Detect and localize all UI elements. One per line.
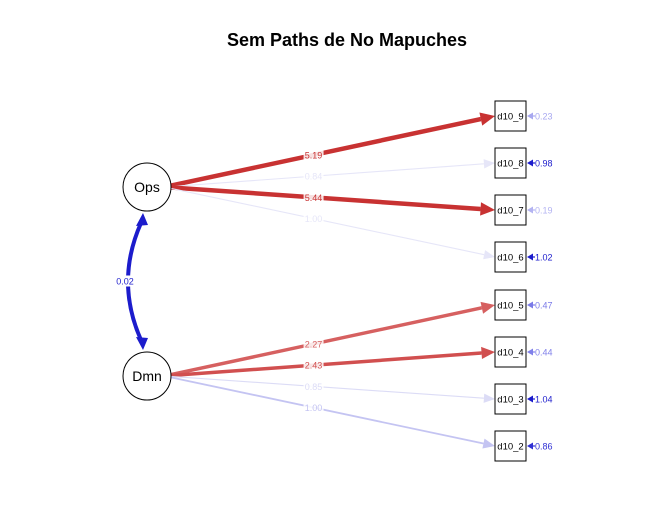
residual-label-d10_5: 0.47 (535, 301, 553, 311)
covariance-label: 0.02 (116, 277, 134, 287)
indicator-label-d10_9: d10_9 (497, 112, 523, 123)
loading-label-d10_5: 2.27 (305, 339, 323, 349)
loading-arrowhead-d10_2 (482, 438, 495, 449)
covariance-arrowhead-bottom (136, 337, 148, 350)
residual-label-d10_8: 0.98 (535, 159, 553, 169)
indicator-label-d10_2: d10_2 (497, 442, 523, 453)
loading-arrowhead-d10_6 (483, 250, 495, 260)
residual-label-d10_3: 1.04 (535, 395, 553, 405)
residual-arrowhead-d10_6 (527, 253, 533, 261)
loading-label-bg (303, 402, 324, 413)
residual-arrowhead-d10_8 (527, 159, 533, 167)
indicator-box-d10_5 (494, 289, 527, 321)
loading-label-bg (303, 149, 324, 160)
loading-label-d10_4: 2.43 (305, 361, 323, 371)
residual-arrowhead-d10_3 (527, 395, 533, 403)
indicator-box-d10_2 (494, 430, 527, 462)
residual-arrowhead-d10_2 (527, 442, 533, 450)
loading-label-d10_8: 0.84 (305, 172, 323, 182)
residual-label-d10_9: 0.23 (535, 112, 553, 122)
loading-label-bg (303, 171, 324, 182)
residual-label-d10_2: 0.86 (535, 442, 553, 452)
indicator-label-d10_5: d10_5 (497, 301, 523, 312)
loading-arrowhead-d10_9 (479, 112, 495, 126)
loading-label-bg (303, 213, 324, 224)
loading-path-d10_6 (170, 187, 485, 256)
loading-path-d10_3 (170, 375, 484, 399)
indicator-label-d10_4: d10_4 (497, 348, 523, 359)
loading-arrowhead-d10_7 (480, 202, 495, 216)
indicator-label-d10_8: d10_8 (497, 159, 523, 170)
indicator-label-d10_7: d10_7 (497, 206, 523, 217)
residual-arrowhead-d10_4 (527, 348, 533, 356)
covariance-arrowhead-top (136, 213, 148, 226)
diagram-title: Sem Paths de No Mapuches (226, 30, 468, 50)
loading-path-d10_2 (170, 376, 484, 445)
loading-label-bg (303, 360, 324, 371)
indicator-box-d10_3 (494, 383, 527, 415)
indicator-box-d10_4 (494, 336, 527, 368)
loading-arrowhead-d10_3 (483, 393, 495, 403)
loading-arrowhead-d10_4 (481, 346, 495, 360)
latent-label-Dmn: Dmn (132, 368, 162, 384)
residual-arrowhead-d10_7 (527, 206, 533, 214)
residual-label-d10_7: 0.19 (535, 206, 553, 216)
loading-label-bg (303, 192, 324, 203)
loading-arrowhead-d10_8 (483, 159, 495, 169)
residual-label-d10_4: 0.44 (535, 348, 553, 358)
indicator-label-d10_3: d10_3 (497, 395, 523, 406)
loading-path-d10_5 (170, 306, 483, 377)
loading-label-d10_9: 5.19 (305, 150, 323, 160)
loading-label-d10_2: 1.00 (305, 403, 323, 413)
residual-label-d10_6: 1.02 (535, 253, 553, 263)
loading-label-bg (303, 381, 324, 392)
loading-path-d10_7 (170, 185, 481, 212)
loading-label-d10_7: 5.44 (305, 193, 323, 203)
residual-arrowhead-d10_5 (527, 301, 533, 309)
indicator-box-d10_6 (494, 241, 527, 273)
loading-label-d10_3: 0.85 (305, 382, 323, 392)
loading-path-d10_9 (170, 116, 482, 188)
residual-arrowhead-d10_9 (527, 112, 533, 120)
latent-label-Ops: Ops (134, 179, 160, 195)
loading-label-bg (303, 338, 324, 349)
latent-node-Ops (122, 162, 172, 212)
covariance-label-bg (114, 275, 136, 287)
loading-path-d10_8 (170, 163, 484, 188)
loading-path-d10_4 (170, 351, 482, 378)
indicator-label-d10_6: d10_6 (497, 253, 523, 264)
indicator-box-d10_9 (494, 100, 527, 132)
loading-label-d10_6: 1.00 (305, 214, 323, 224)
loading-arrowhead-d10_5 (480, 301, 495, 314)
indicator-box-d10_7 (494, 194, 527, 226)
indicator-box-d10_8 (494, 147, 527, 179)
latent-node-Dmn (122, 351, 172, 401)
